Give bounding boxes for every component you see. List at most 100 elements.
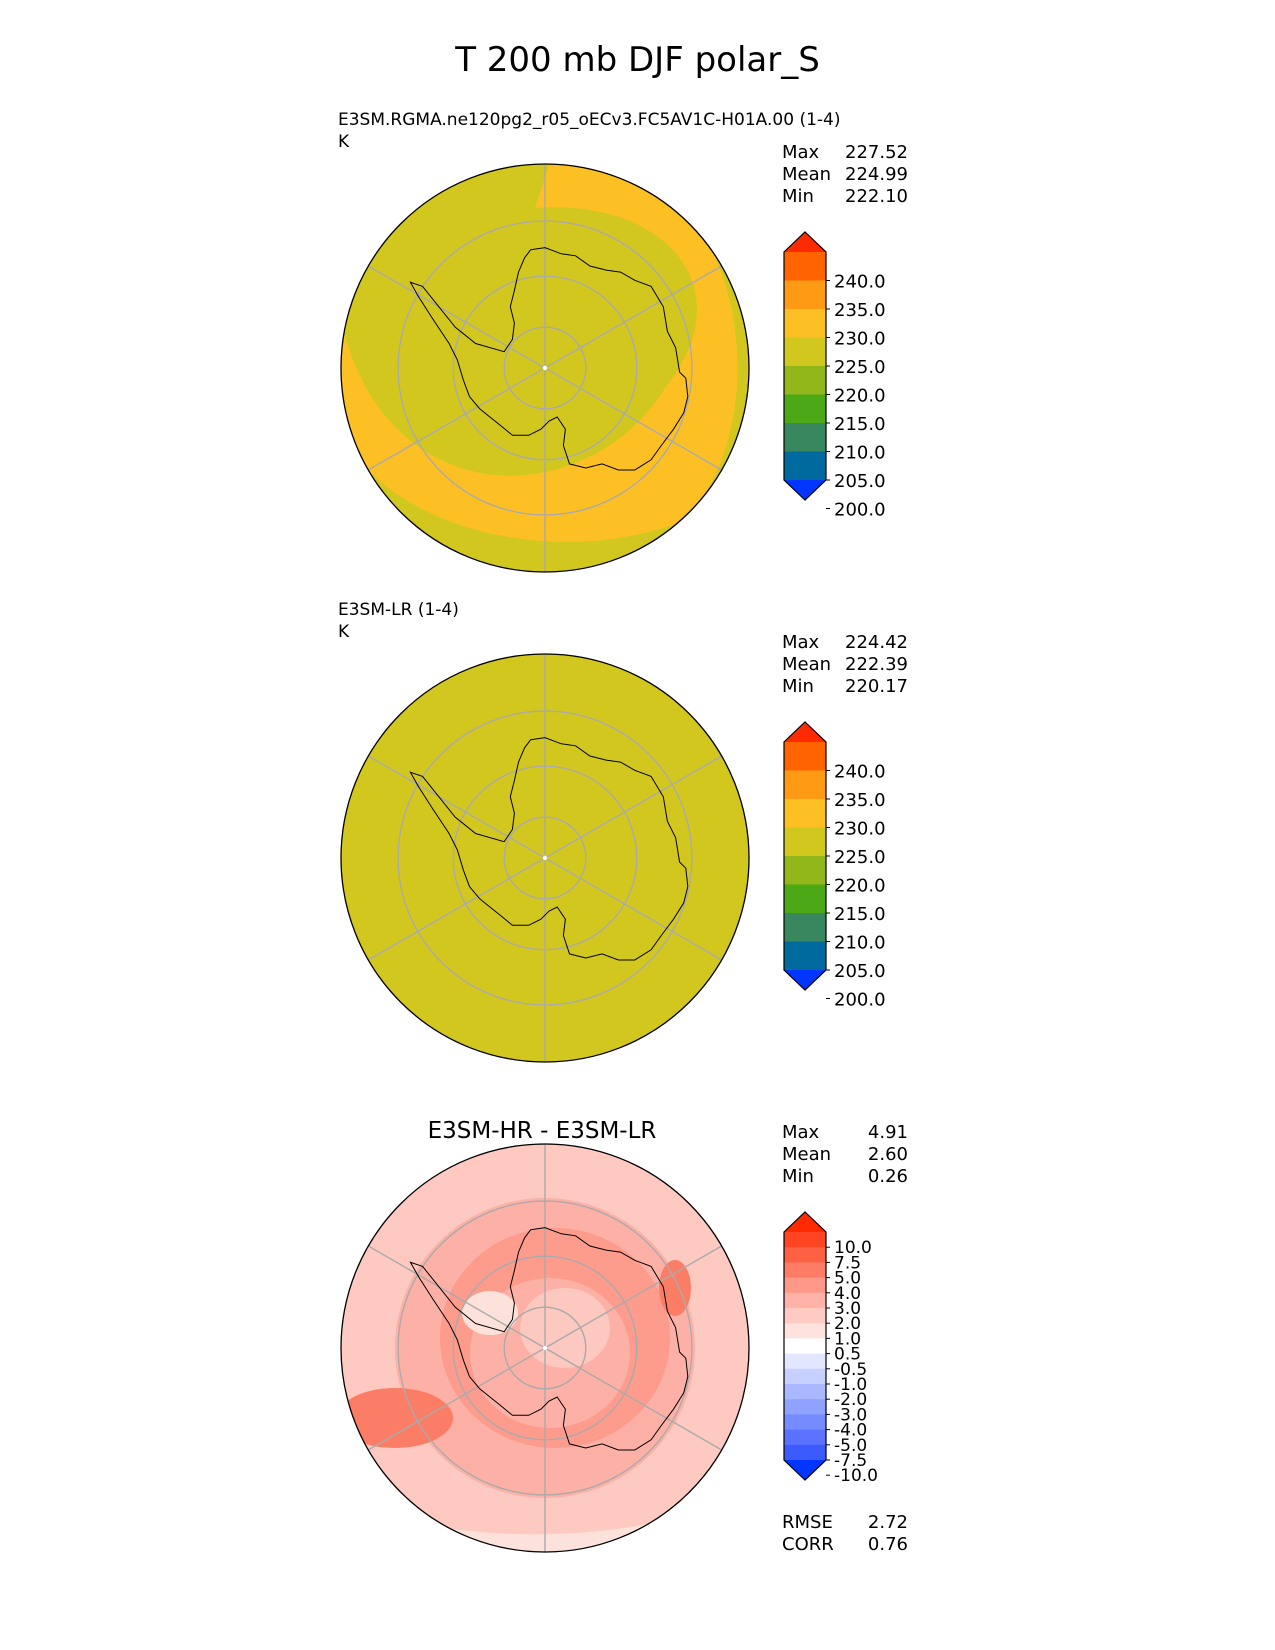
panel-diff-title: E3SM-HR - E3SM-LR	[427, 1118, 657, 1144]
pole-marker	[542, 1345, 548, 1351]
colorbar-tick-label: 220.0	[834, 386, 886, 407]
stat-label: Max	[782, 142, 820, 163]
colorbar-bin	[784, 1399, 826, 1415]
map-e3sm-hr-e3sm-lr	[340, 1143, 750, 1553]
stat-label: Max	[782, 632, 820, 653]
colorbar-extend-min	[784, 1460, 826, 1480]
longitude-line	[544, 265, 723, 369]
longitude-line	[544, 755, 723, 859]
colorbar-tick-label: 235.0	[834, 300, 886, 321]
colorbar-bin	[784, 1323, 826, 1339]
colorbar-tick-label: -5.0	[834, 1436, 867, 1456]
colorbar-bin	[784, 1384, 826, 1400]
graticule	[367, 654, 723, 1062]
longitude-line	[367, 265, 546, 369]
stat-value: 220.17	[845, 676, 908, 697]
colorbar-bin	[784, 770, 826, 800]
colorbar-tick-label: 240.0	[834, 272, 886, 293]
colorbar-tick-label: -2.0	[834, 1390, 867, 1410]
panel-diff-metrics: RMSE 2.72 CORR 0.76	[782, 1512, 908, 1556]
colorbar: 240.0 235.0 230.0 225.0 220.0 215.0 210.0 205.0…	[783, 721, 886, 1011]
longitude-line	[544, 857, 723, 961]
stat-label: Max	[782, 1122, 820, 1143]
colorbar: 240.0 235.0 230.0 225.0 220.0 215.0 210.0 205.0…	[783, 231, 886, 521]
pole-marker	[542, 855, 548, 861]
field-225-230	[341, 164, 738, 562]
colorbar-tick-label: -1.0	[834, 1375, 867, 1395]
colorbar-tick-label: 10.0	[834, 1238, 872, 1258]
longitude-line	[367, 755, 546, 859]
colorbar-bin	[784, 884, 826, 914]
colorbar-tick-label: 215.0	[834, 904, 886, 925]
stat-label: Mean	[782, 654, 832, 675]
colorbar-bin	[784, 1368, 826, 1385]
colorbar-tick-label: -0.5	[834, 1360, 867, 1380]
colorbar-tick-label: 220.0	[834, 876, 886, 897]
longitude-line	[367, 1245, 546, 1349]
graticule	[367, 1144, 723, 1552]
colorbar-tick-label: 210.0	[834, 933, 886, 954]
pole-marker	[542, 365, 548, 371]
graticule	[367, 164, 723, 572]
colorbar-bin	[784, 1232, 826, 1248]
map-e3sm-rgma-ne120pg2-r05-oecv3-fc5av1c-h01a-00-1-4-	[340, 163, 750, 573]
longitude-line	[367, 1347, 546, 1451]
colorbar-tick-label: 205.0	[834, 961, 886, 982]
panel-ref-stats: Max 224.42 Mean 222.39 Min 220.17	[782, 632, 908, 698]
antarctica-coastline	[409, 1227, 689, 1451]
colorbar-tick-label: 235.0	[834, 790, 886, 811]
field-4-5-east	[659, 1260, 691, 1316]
colorbar-tick-label: 7.5	[834, 1253, 861, 1273]
stat-value: 224.99	[845, 164, 908, 185]
colorbar-tick-label: 210.0	[834, 443, 886, 464]
colorbar-bin	[784, 1262, 826, 1279]
stat-value: 227.52	[845, 142, 908, 163]
stat-value: 224.42	[845, 632, 908, 653]
colorbar-tick-label: 215.0	[834, 414, 886, 435]
panel-test-units: K	[338, 132, 350, 152]
map-boundary	[340, 653, 750, 1063]
colorbar-bin	[784, 1414, 826, 1431]
stat-value: 222.39	[845, 654, 908, 675]
field-1-2-inner	[520, 1288, 610, 1368]
stat-value: 0.26	[867, 1166, 908, 1187]
antarctica-coastline	[409, 247, 689, 471]
metric-value: 0.76	[867, 1534, 908, 1555]
colorbar-tick-label: 205.0	[834, 471, 886, 492]
colorbar-bin	[784, 1429, 826, 1446]
colorbar-bin	[784, 1444, 826, 1461]
metric-value: 2.72	[867, 1512, 908, 1533]
colorbar-tick-label: -3.0	[834, 1405, 867, 1425]
colorbar-tick-label: 1.0	[834, 1329, 861, 1349]
colorbar-bin	[784, 451, 826, 481]
colorbar-extend-min	[784, 480, 826, 500]
colorbar-bin	[784, 337, 826, 367]
longitude-line	[544, 1347, 723, 1451]
colorbar-bin	[784, 1247, 826, 1263]
field-4-5	[341, 1388, 453, 1448]
colorbar-tick-label: 4.0	[834, 1284, 861, 1304]
colorbar: 10.07.55.04.03.02.01.00.5-0.5-1.0-2.0-3.…	[783, 1211, 878, 1486]
colorbar-extend-min	[784, 970, 826, 990]
colorbar-tick-label: 2.0	[834, 1314, 861, 1334]
colorbar-tick-label: -4.0	[834, 1421, 867, 1441]
colorbar-bin	[784, 856, 826, 886]
colorbar-bin	[784, 423, 826, 453]
colorbar-extend-max	[784, 722, 826, 742]
colorbar-tick-label: 5.0	[834, 1269, 861, 1289]
colorbar-tick-label: 200.0	[834, 500, 886, 521]
map-boundary	[340, 1143, 750, 1553]
colorbar-bin	[784, 366, 826, 396]
colorbar-bin	[784, 394, 826, 424]
colorbar-bin	[784, 309, 826, 339]
colorbar-tick-label: 200.0	[834, 990, 886, 1011]
colorbar-bin	[784, 252, 826, 282]
colorbar-extend-max	[784, 1212, 826, 1232]
longitude-line	[544, 1245, 723, 1349]
colorbar-bin	[784, 1338, 826, 1355]
field	[341, 164, 749, 572]
longitude-line	[544, 367, 723, 471]
colorbar-tick-label: -7.5	[834, 1451, 867, 1471]
stat-label: Min	[782, 186, 814, 207]
